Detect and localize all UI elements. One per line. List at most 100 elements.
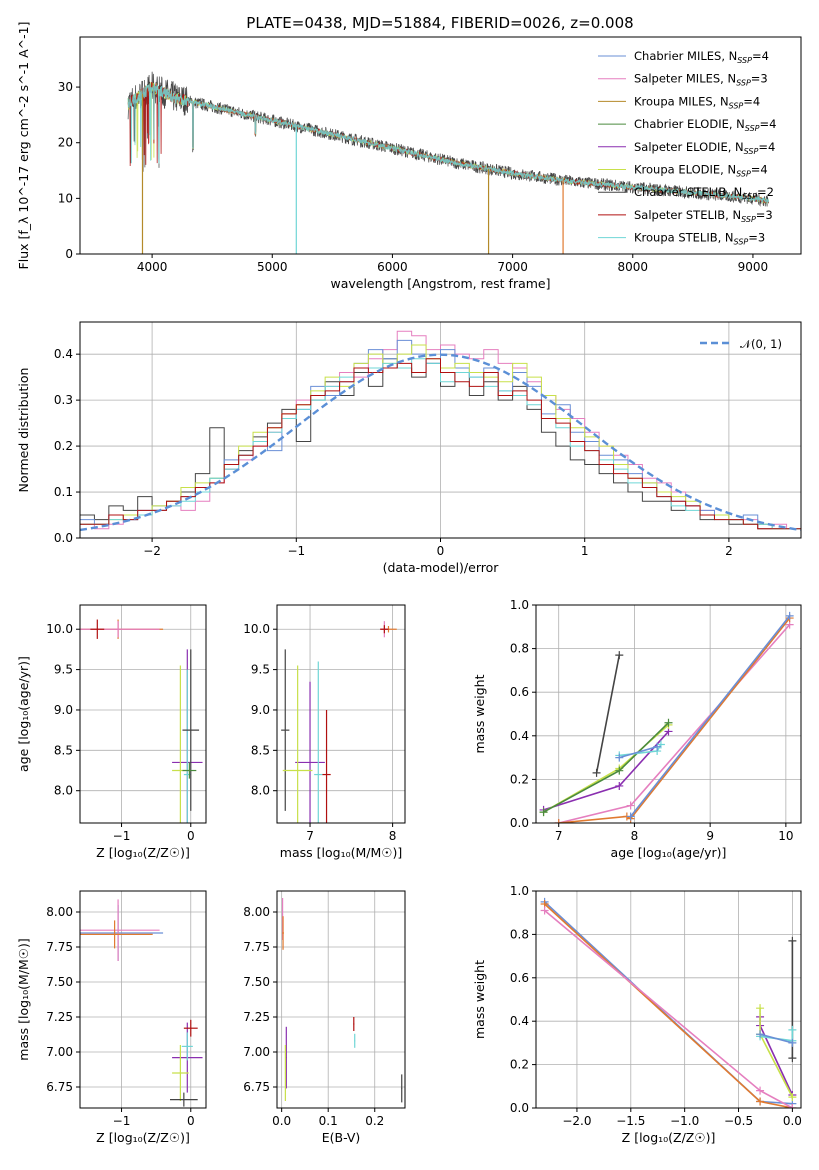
weight-marker [664,718,673,727]
weight-marker [653,742,662,751]
errorbar-point [80,899,160,961]
y-tick-label: 0.6 [510,971,529,985]
y-tick-label: 0.2 [510,1058,529,1072]
y-axis-label: age [log₁₀(age/yr)] [16,656,31,772]
y-tick-label: 8.0 [54,784,73,798]
weight-marker [592,768,601,777]
x-tick-label: 4000 [137,260,168,274]
errorbar-point [295,681,325,823]
weight-marker [539,808,548,817]
y-tick-label: 7.75 [243,940,270,954]
panel-weight_vs_age: 7 8 9 10 0.0 0.2 0.4 0.6 0.8 1.0 age [log₁₀(age/yr… [472,598,802,860]
legend-label: Salpeter STELIB, NSSP=3 [634,208,773,224]
legend-label: Chabrier ELODIE, NSSP=4 [634,117,776,133]
y-tick-label: 0.6 [510,685,529,699]
weight-marker [540,906,549,915]
x-tick-label: 7 [306,829,314,843]
x-tick-label: 0 [187,1114,195,1128]
y-tick-label: 20 [58,136,73,150]
x-tick-label: 8000 [617,260,648,274]
errorbar-point [284,1045,286,1101]
legend-label: Kroupa ELODIE, NSSP=4 [634,163,768,179]
weight-series-line [595,654,621,774]
errorbar-point [172,1045,189,1101]
errorbar-point [181,1032,193,1061]
weight-series-line [619,745,658,759]
errorbar-point [80,920,153,949]
x-tick-label: 0.2 [365,1114,384,1128]
x-tick-label: 0.0 [272,1114,291,1128]
plot-area-age_vs_mass [281,621,397,823]
x-tick-label: 0 [437,544,445,558]
spectrum-legend: Chabrier MILES, NSSP=4 Salpeter MILES, NS… [598,49,776,247]
x-axis-label: Z [log₁₀(Z/Z☉)] [622,1130,716,1145]
x-tick-label: 10 [778,829,793,843]
errorbar-point [182,649,200,811]
weight-marker [626,812,635,821]
y-tick-label: 8.00 [243,905,270,919]
y-tick-label: 7.50 [243,975,270,989]
x-tick-label: −2 [143,544,161,558]
errorbar-point [90,619,105,639]
y-tick-label: 0.1 [54,485,73,499]
legend-label: Kroupa STELIB, NSSP=3 [634,231,765,247]
y-tick-label: 1.0 [510,598,529,612]
errorbar-point [282,916,284,950]
plot-area-weight_vs_age [539,611,794,823]
y-tick-label: 8.5 [251,743,270,757]
x-tick-label: 0.0 [783,1114,802,1128]
errorbar-point [281,649,290,811]
y-tick-label: 9.5 [251,663,270,677]
weight-marker [756,1030,765,1039]
x-tick-label: 0 [187,829,195,843]
weight-marker [788,1025,797,1034]
plot-area-residuals [80,330,801,538]
y-tick-label: 9.0 [251,703,270,717]
weight-series-line [759,1033,793,1044]
y-tick-label: 0.4 [54,347,73,361]
axes-frame [79,36,802,255]
errorbar-point [285,1026,287,1089]
x-axis-label: E(B-V) [322,1130,361,1145]
y-tick-label: 9.5 [54,663,73,677]
y-tick-label: 0.4 [510,1014,529,1028]
weight-series-line [543,730,670,811]
weight-marker [788,1093,797,1102]
legend-label: Chabrier STELIB, NSSP=2 [634,185,774,201]
axes-frame [276,604,406,824]
weight-series-line [558,624,791,823]
panel-mass_vs_ebv: 0.0 0.1 0.2 6.75 7.00 7.25 7.50 7.75 8.00 E(B-V) [243,890,406,1145]
weight-marker [615,651,624,660]
y-tick-label: 7.50 [46,975,73,989]
errorbar-point [322,709,331,823]
y-tick-label: 30 [58,80,73,94]
y-tick-label: 7.25 [243,1010,270,1024]
plot-area-weight_vs_Z [540,897,797,1108]
panel-residuals: −2 −1 0 1 2 0.0 0.1 0.2 0.3 0.4 (data-model)/error… [16,321,802,575]
x-tick-label: −0.5 [724,1114,753,1128]
x-tick-label: −1.0 [670,1114,699,1128]
spectrum-line [127,83,770,205]
errorbar-point [353,1017,355,1031]
errorbar-point [183,1019,198,1037]
weight-marker [656,740,665,749]
axes-frame [535,890,802,1109]
axes-frame [79,604,207,824]
weight-marker [615,753,624,762]
x-tick-label: 8 [389,829,397,843]
errorbar-point [401,1074,403,1103]
weight-marker [615,781,624,790]
weight-marker [756,1086,765,1095]
x-tick-label: 6000 [377,260,408,274]
weight-series-line [543,724,670,813]
y-tick-label: 7.75 [46,940,73,954]
errorbar-point [380,625,389,634]
y-tick-label: 0.3 [54,393,73,407]
y-axis-label: mass weight [472,674,487,753]
y-tick-label: 7.00 [243,1045,270,1059]
y-tick-label: 8.5 [54,743,73,757]
y-tick-label: 1.0 [510,884,529,898]
x-tick-label: 5000 [257,260,288,274]
y-axis-label: mass [log₁₀(M/M☉)] [16,938,31,1060]
